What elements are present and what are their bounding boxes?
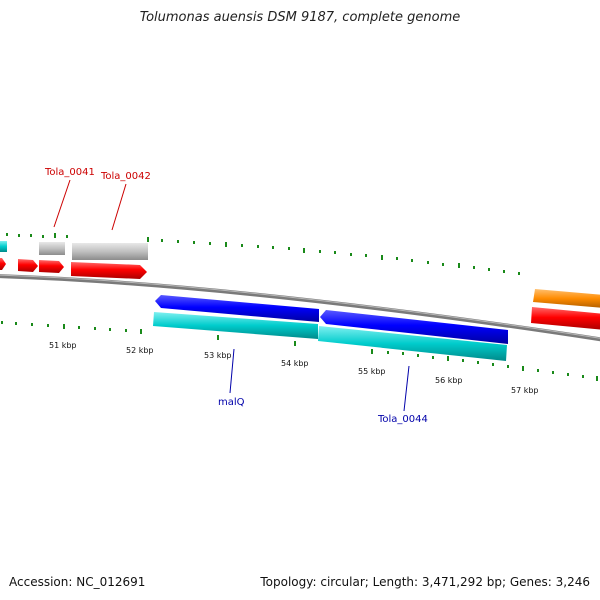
gene-label-malq: malQ bbox=[218, 397, 245, 408]
accession-text: Accession: NC_012691 bbox=[9, 575, 146, 589]
scale-label: 56 kbp bbox=[435, 376, 463, 385]
gene-label-tola0044: Tola_0044 bbox=[377, 414, 428, 425]
cyan-feature-tola0044 bbox=[318, 326, 507, 361]
reverse-features bbox=[153, 295, 508, 361]
gene-label-tola0041: Tola_0041 bbox=[44, 167, 95, 178]
scale-label: 55 kbp bbox=[358, 367, 386, 376]
grey-feature-tola0042 bbox=[72, 243, 148, 260]
inner-tick-ring bbox=[1, 321, 598, 381]
orange-feature bbox=[533, 289, 600, 308]
scale-label: 57 kbp bbox=[511, 386, 539, 395]
scale-label: 54 kbp bbox=[281, 359, 309, 368]
gene-label-tola0042: Tola_0042 bbox=[100, 171, 151, 182]
gene-labels: Tola_0041 Tola_0042 malQ Tola_0044 bbox=[44, 167, 428, 425]
leader-line bbox=[53, 179, 71, 228]
topology-summary: Topology: circular; Length: 3,471,292 bp… bbox=[260, 575, 590, 589]
red-gene-arrow-tola0042 bbox=[71, 262, 147, 279]
red-gene-arrow-tola0041 bbox=[39, 260, 64, 273]
scale-labels: 51 kbp 52 kbp 53 kbp 54 kbp 55 kbp 56 kb… bbox=[49, 341, 539, 395]
outer-tick-ring bbox=[6, 233, 520, 275]
red-gene-arrow bbox=[0, 258, 6, 270]
red-gene-arrow bbox=[18, 259, 38, 272]
cyan-feature-malq bbox=[153, 312, 318, 339]
scale-label: 52 kbp bbox=[126, 346, 154, 355]
grey-feature-tola0041 bbox=[39, 242, 65, 255]
scale-label: 53 kbp bbox=[204, 351, 232, 360]
genome-backbone bbox=[0, 274, 600, 342]
malq-gene-arrow bbox=[155, 295, 319, 322]
leader-line bbox=[111, 183, 127, 231]
forward-features bbox=[0, 241, 600, 330]
cyan-feature-left bbox=[0, 241, 7, 252]
scale-label: 51 kbp bbox=[49, 341, 77, 350]
genome-title: Tolumonas auensis DSM 9187, complete gen… bbox=[139, 10, 461, 25]
leader-line bbox=[229, 348, 235, 394]
leader-line bbox=[403, 365, 410, 412]
genome-backbone-highlight bbox=[0, 274, 600, 339]
red-gene-arrow-right bbox=[531, 307, 600, 330]
tola0044-gene-arrow bbox=[320, 310, 508, 344]
